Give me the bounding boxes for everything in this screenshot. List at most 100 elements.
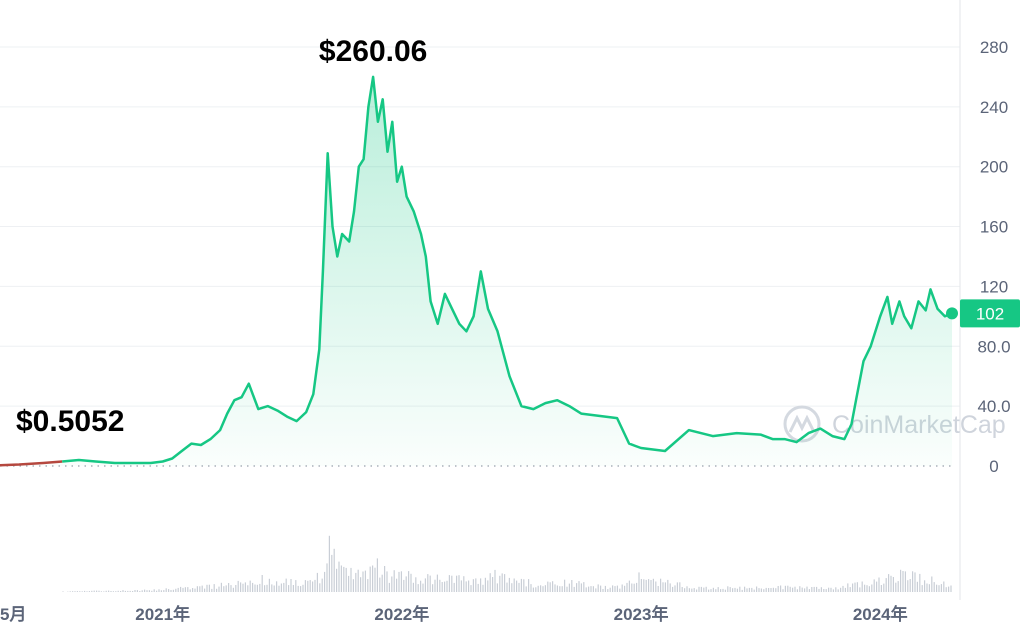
volume-bar: [936, 585, 937, 592]
volume-bar: [247, 585, 248, 592]
volume-bar: [322, 579, 323, 592]
volume-bar: [274, 586, 275, 593]
volume-bar: [878, 578, 879, 593]
volume-bar: [346, 568, 347, 592]
volume-bar: [523, 579, 524, 592]
volume-bar: [562, 586, 563, 592]
volume-bar: [674, 585, 675, 592]
volume-bar: [521, 579, 522, 592]
volume-bar: [242, 584, 243, 592]
volume-bar: [446, 581, 447, 592]
volume-bar: [547, 582, 548, 592]
volume-bar: [614, 586, 615, 592]
volume-bar: [394, 570, 395, 592]
volume-bar: [401, 571, 402, 592]
x-tick-label: 5月: [0, 605, 26, 624]
volume-bar: [182, 588, 183, 592]
volume-bar: [866, 585, 867, 592]
volume-bar: [348, 576, 349, 592]
volume-bar: [238, 581, 239, 592]
volume-bar: [598, 584, 599, 592]
volume-bar: [900, 570, 901, 592]
volume-bar: [410, 574, 411, 592]
volume-bar: [559, 586, 560, 592]
volume-bar: [643, 579, 644, 592]
volume-bar: [84, 591, 85, 592]
volume-bar: [859, 587, 860, 592]
volume-bar: [665, 582, 666, 592]
volume-bar: [684, 588, 685, 592]
volume-bar: [374, 568, 375, 592]
volume-bar: [847, 583, 848, 592]
volume-bar: [766, 588, 767, 592]
start-price-label: $0.5052: [16, 405, 124, 438]
volume-bar: [151, 591, 152, 592]
volume-bar: [86, 591, 87, 592]
volume-bar: [72, 591, 73, 592]
volume-bar: [742, 590, 743, 592]
volume-bar: [806, 587, 807, 592]
volume-bar: [360, 577, 361, 592]
volume-bar: [163, 590, 164, 592]
volume-bar: [773, 588, 774, 592]
volume-bar: [934, 582, 935, 592]
volume-bar: [569, 584, 570, 592]
volume-bar: [554, 584, 555, 592]
volume-bar: [518, 583, 519, 592]
volume-bar: [264, 585, 265, 592]
volume-bar: [809, 589, 810, 592]
volume-bar: [240, 582, 241, 592]
volume-bar: [166, 588, 167, 592]
volume-bar: [228, 583, 229, 592]
volume-bar: [326, 563, 327, 592]
volume-bar: [70, 591, 71, 592]
volume-bar: [530, 584, 531, 592]
volume-bar: [362, 572, 363, 593]
volume-bar: [408, 571, 409, 592]
volume-bar: [199, 586, 200, 592]
volume-bar: [142, 590, 143, 592]
volume-bar: [710, 589, 711, 592]
volume-bar: [588, 587, 589, 592]
volume-bar: [480, 578, 481, 592]
volume-bar: [276, 581, 277, 592]
volume-bar: [223, 586, 224, 592]
y-tick-label: 160: [980, 218, 1008, 237]
volume-bar: [324, 572, 325, 592]
volume-bar: [233, 588, 234, 592]
volume-bar: [485, 578, 486, 592]
volume-bar: [550, 582, 551, 592]
volume-bar: [785, 586, 786, 592]
volume-bar: [307, 581, 308, 592]
volume-bar: [838, 589, 839, 592]
volume-bar: [718, 587, 719, 592]
volume-bar: [271, 584, 272, 592]
volume-bar: [722, 589, 723, 592]
volume-bar: [737, 589, 738, 592]
volume-bar: [698, 587, 699, 592]
volume-bar: [696, 590, 697, 593]
volume-bar: [139, 591, 140, 592]
volume-bar: [557, 586, 558, 593]
volume-bar: [461, 580, 462, 592]
volume-bar: [497, 583, 498, 592]
volume-bar: [641, 579, 642, 592]
volume-bar: [890, 576, 891, 592]
volume-bar: [463, 576, 464, 592]
volume-bar: [377, 558, 378, 592]
volume-bar: [590, 586, 591, 592]
volume-bar: [314, 580, 315, 592]
volume-bar: [686, 586, 687, 592]
volume-bar: [187, 587, 188, 592]
volume-bar: [300, 586, 301, 592]
y-tick-label: 80.0: [977, 337, 1010, 356]
volume-bar: [372, 566, 373, 593]
volume-bar: [365, 571, 366, 592]
volume-bar: [677, 582, 678, 592]
x-tick-label: 2022年: [374, 604, 429, 624]
volume-bar: [619, 589, 620, 592]
volume-bar: [278, 586, 279, 592]
volume-bar: [290, 579, 291, 592]
